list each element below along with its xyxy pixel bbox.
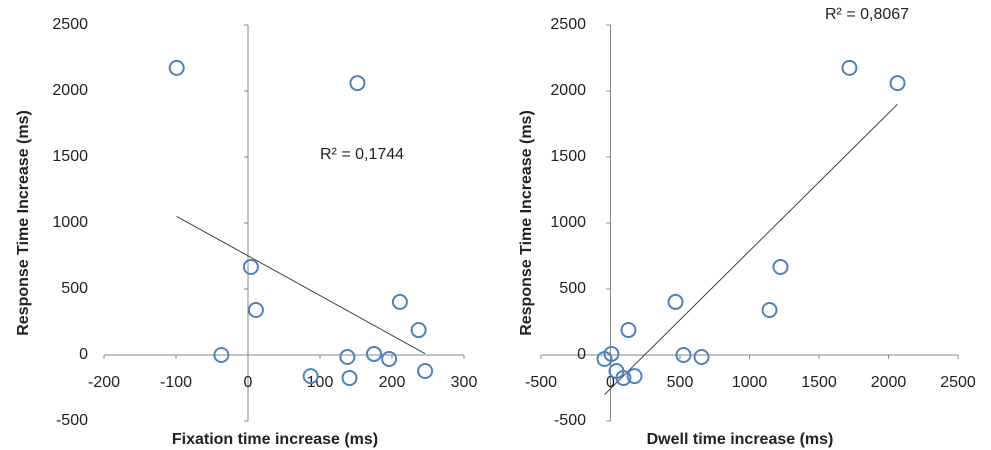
y-tick-label: 2500	[550, 16, 586, 33]
x-tick-label: -200	[88, 374, 120, 391]
y-tick-label: 1500	[52, 148, 88, 165]
point	[213, 347, 230, 363]
point	[410, 322, 427, 339]
y-tick-label: 1000	[52, 214, 88, 231]
point	[693, 348, 710, 365]
x-axis-title: Dwell time increase (ms)	[647, 431, 834, 448]
point	[381, 350, 398, 367]
y-axis-title: Response Time Increase (ms)	[518, 110, 535, 336]
x-tick-label: 200	[379, 374, 406, 391]
x-tick-label: 1000	[732, 374, 768, 391]
point	[242, 258, 259, 275]
x-tick-label: 2500	[940, 374, 976, 391]
point	[772, 258, 789, 275]
annotation: R² = 0,1744	[320, 146, 404, 163]
y-tick-label: -500	[554, 412, 586, 429]
y-tick-label: 2000	[52, 82, 88, 99]
y-tick-label: 500	[559, 280, 586, 297]
point	[675, 347, 692, 363]
y-tick-label: 1500	[550, 148, 586, 165]
point	[247, 301, 264, 318]
point	[168, 59, 185, 76]
y-tick-label: 2000	[550, 82, 586, 99]
y-tick-label: 1000	[550, 214, 586, 231]
x-tick-label: 500	[667, 374, 694, 391]
point	[667, 293, 684, 310]
point	[391, 293, 408, 310]
point	[841, 59, 858, 76]
y-tick-label: 0	[577, 346, 586, 363]
y-tick-label: 2500	[52, 16, 88, 33]
point	[417, 362, 434, 379]
x-tick-label: -500	[525, 374, 557, 391]
x-tick-label: 0	[606, 374, 615, 391]
point	[620, 322, 637, 339]
x-tick-label: 0	[244, 374, 253, 391]
x-tick-label: 2000	[871, 374, 907, 391]
point	[341, 369, 358, 386]
point	[603, 345, 620, 362]
point	[349, 75, 366, 92]
y-tick-label: 0	[79, 346, 88, 363]
point	[626, 368, 643, 385]
point	[366, 345, 382, 362]
point	[889, 75, 906, 92]
x-axis-title: Fixation time increase (ms)	[172, 431, 378, 448]
point	[615, 369, 632, 386]
x-tick-label: -100	[160, 374, 192, 391]
point	[761, 301, 778, 318]
x-tick-label: 1500	[801, 374, 837, 391]
y-tick-label: 500	[61, 280, 88, 297]
point	[339, 348, 356, 365]
point	[302, 368, 319, 385]
trendline	[604, 103, 898, 395]
x-tick-label: 100	[307, 374, 334, 391]
y-tick-label: -500	[56, 412, 88, 429]
y-axis-title: Response Time Increase (ms)	[15, 110, 32, 336]
x-tick-label: 300	[451, 374, 478, 391]
annotation: R² = 0,8067	[825, 6, 909, 23]
trendline	[176, 215, 426, 355]
